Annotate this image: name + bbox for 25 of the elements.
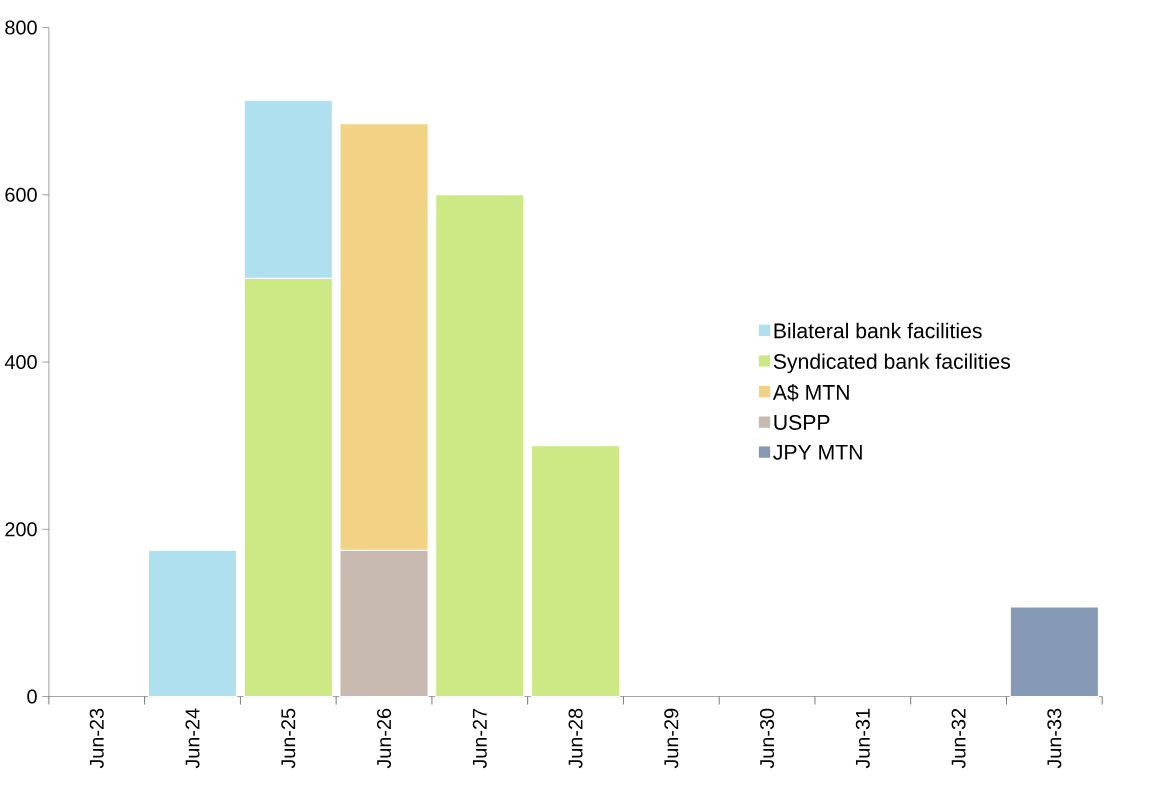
x-tick-label: Jun-32 (951, 708, 966, 769)
x-tick-label: Jun-33 (1047, 708, 1062, 769)
bar (435, 194, 525, 698)
x-tick-label: Jun-26 (376, 708, 392, 769)
x-tick-label: Jun-25 (281, 708, 296, 769)
legend-label: A$ MTN (772, 384, 849, 402)
legend-label: USPP (774, 414, 830, 430)
x-tick-label: Jun-31 (855, 708, 870, 769)
x-tick-label: Jun-29 (664, 708, 679, 769)
x-tick-label: Jun-28 (568, 708, 583, 769)
y-tick-label: 200 (5, 522, 37, 537)
y-tick-label: 800 (5, 20, 37, 35)
x-tick-label: Jun-30 (760, 708, 775, 769)
x-tick-label: Jun-23 (89, 708, 104, 769)
x-tick-label: Jun-24 (185, 708, 200, 769)
y-tick-label: 600 (5, 187, 37, 202)
x-tick-label: Jun-27 (472, 708, 487, 769)
bar (147, 549, 238, 698)
y-tick-label: 400 (4, 355, 37, 370)
legend-label: Bilateral bank facilities (774, 322, 982, 339)
legend-label: Syndicated bank facilities (773, 353, 1011, 374)
y-tick-label: 0 (27, 689, 37, 704)
bar (530, 445, 621, 698)
legend-label: JPY MTN (773, 445, 862, 460)
bar (1009, 606, 1099, 698)
